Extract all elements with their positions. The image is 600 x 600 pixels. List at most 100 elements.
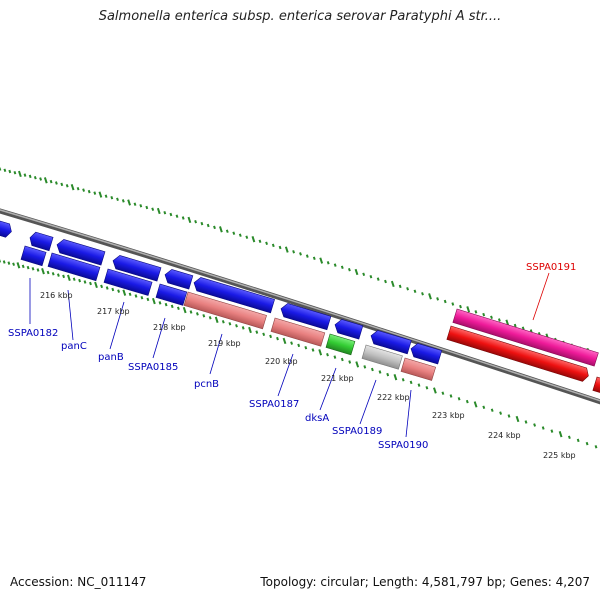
gene-label: SSPA0187 — [249, 399, 299, 410]
leader-line — [109, 301, 125, 350]
tick-label: 221 kbp — [321, 374, 354, 383]
ring-dot — [182, 306, 187, 314]
gene-feature — [183, 291, 267, 330]
ring-dot — [152, 297, 156, 305]
gene-labels: SSPA0182 panC panB SSPA0185 pcnB SSPA018… — [8, 262, 576, 451]
ring-dot — [181, 216, 185, 220]
ring-dot — [384, 279, 387, 284]
ring-dot — [241, 326, 245, 330]
ring-dot — [390, 280, 395, 288]
ring-dot — [206, 223, 210, 228]
ring-dot — [550, 429, 554, 433]
tick-label: 216 kbp — [40, 291, 73, 300]
ring-dot — [466, 306, 471, 313]
gene-feature — [400, 357, 437, 381]
tick-label: 224 kbp — [488, 431, 521, 440]
ring-dot — [8, 169, 12, 174]
ring-dot — [354, 268, 359, 276]
tick-labels: 216 kbp 217 kbp 218 kbp 219 kbp 220 kbp … — [40, 291, 576, 460]
ring-dot — [533, 423, 537, 427]
ring-dot — [225, 229, 229, 233]
ring-dot — [116, 197, 119, 202]
gene-feature — [270, 317, 326, 347]
ring-dot — [594, 445, 598, 449]
ring-dot — [482, 405, 486, 410]
ring-dot — [413, 289, 417, 294]
ring-dot — [271, 243, 275, 248]
ring-dot — [111, 287, 115, 292]
ring-dot — [83, 280, 87, 284]
leader-line — [319, 367, 337, 411]
ring-dot — [94, 281, 98, 289]
ring-dot — [490, 315, 493, 320]
ring-dot — [54, 181, 58, 185]
ring-dot — [127, 199, 131, 206]
gene-feature — [280, 303, 332, 331]
gene-feature — [103, 268, 153, 296]
ring-dot — [67, 274, 71, 281]
ring-dot — [304, 345, 308, 350]
ring-dot — [278, 245, 282, 250]
ring-dot — [248, 326, 252, 334]
ring-dot — [251, 236, 256, 243]
ring-dot — [228, 322, 232, 326]
ring-dot — [28, 174, 32, 179]
ring-dot — [465, 399, 469, 404]
ring-dot — [195, 312, 199, 316]
genome-backbone — [0, 208, 600, 405]
ring-dot — [340, 265, 344, 270]
ring-dot — [524, 420, 528, 424]
ring-dot — [128, 292, 132, 297]
ring-dot — [340, 357, 344, 362]
ring-dot — [290, 341, 294, 345]
ring-dot — [214, 316, 219, 323]
ring-dot — [140, 295, 144, 300]
ring-dot — [200, 221, 204, 226]
genome-summary: Topology: circular; Length: 4,581,797 bp… — [260, 575, 590, 589]
ring-dot — [269, 334, 273, 339]
ring-dot — [56, 273, 60, 277]
leader-line — [152, 317, 166, 359]
leader-line — [67, 289, 74, 341]
ring-dot — [425, 386, 429, 390]
ring-dot — [189, 310, 193, 314]
gene-label: panC — [61, 341, 87, 352]
tick-label: 220 kbp — [265, 357, 298, 366]
ring-dot — [433, 387, 437, 394]
ring-dot — [449, 394, 453, 398]
ring-dot — [284, 246, 289, 253]
gene-label: SSPA0189 — [332, 426, 382, 437]
ring-dot — [265, 241, 269, 246]
ring-dot — [121, 199, 125, 203]
leader-line — [277, 353, 294, 397]
ring-dot — [202, 314, 206, 318]
ring-dot — [299, 252, 302, 256]
gene-label: SSPA0185 — [128, 362, 178, 373]
gene-feature — [155, 283, 188, 306]
leader-line — [209, 333, 223, 375]
gene-feature — [20, 245, 47, 267]
ring-dot — [219, 226, 223, 233]
ring-dot — [585, 441, 589, 446]
tick-label: 217 kbp — [97, 307, 130, 316]
ring-dot — [49, 179, 53, 184]
ring-dot — [305, 254, 309, 258]
ring-dot — [139, 204, 143, 208]
ring-dot — [78, 278, 82, 283]
gene-feature — [325, 333, 356, 356]
ring-dot — [436, 297, 440, 301]
ring-dot — [72, 277, 76, 281]
ring-dot — [158, 301, 162, 305]
ring-dot — [326, 261, 330, 265]
gene-label: panB — [98, 352, 124, 363]
ring-dot — [386, 372, 390, 377]
ring-dot — [258, 239, 262, 244]
gene-feature — [193, 277, 275, 314]
tick-label: 218 kbp — [153, 323, 186, 332]
gene-feature — [446, 325, 589, 382]
ring-dot — [46, 270, 50, 275]
ring-dot — [333, 355, 337, 359]
ring-dot — [12, 262, 16, 266]
ring-dot — [326, 352, 329, 357]
